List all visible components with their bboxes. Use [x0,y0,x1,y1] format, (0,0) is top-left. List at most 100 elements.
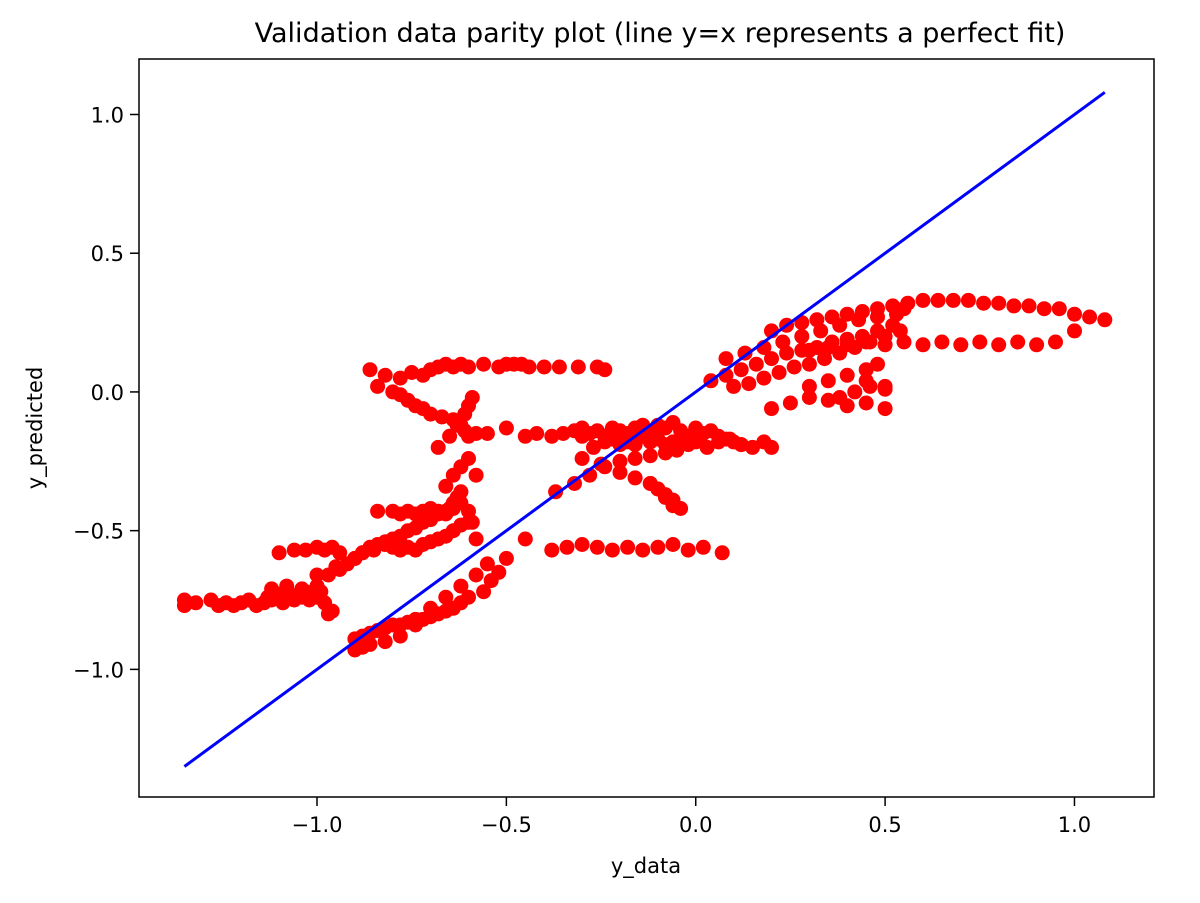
data-point [1082,309,1098,325]
data-point [877,328,893,344]
data-point [544,542,560,558]
data-point [498,420,514,436]
data-point [464,390,480,405]
x-tick-label: −1.0 [292,813,343,837]
y-axis-label: y_predicted [23,367,48,490]
data-point [468,426,484,441]
chart-title: Validation data parity plot (line y=x re… [255,18,1066,49]
data-point [741,376,757,392]
data-point [635,542,651,558]
data-point [309,578,325,594]
data-point [483,573,499,589]
data-point [476,584,492,600]
data-point [627,470,643,486]
data-point [688,434,704,450]
data-point [604,542,620,558]
data-point [976,295,992,311]
data-point [733,437,749,453]
data-point [328,559,344,575]
x-axis-ticks: −1.0 −0.5 0.0 0.5 1.0 [292,797,1091,837]
data-point [824,334,840,350]
data-point [764,401,779,417]
data-point [627,451,643,466]
data-point [650,539,666,555]
data-point [294,581,310,597]
data-point [862,334,878,350]
data-point [423,600,439,616]
data-point [862,378,878,394]
data-point [377,634,393,650]
data-point [370,503,386,519]
data-point [1021,298,1037,314]
data-point [521,359,537,375]
data-point [574,451,590,466]
data-point [695,539,711,555]
data-point [612,453,628,469]
data-point [453,484,469,500]
data-point [362,362,378,378]
data-point [347,642,363,658]
data-point [847,340,863,355]
data-point [392,628,408,644]
x-axis-label: y_data [611,854,681,879]
data-point [839,367,855,383]
data-point [851,312,867,328]
data-point [953,337,969,353]
data-point [847,384,863,400]
data-point [764,439,779,455]
data-point [786,359,802,375]
data-point [597,362,613,378]
data-point [817,351,832,367]
data-point [574,537,590,552]
data-point [722,431,738,447]
data-point [801,390,817,405]
data-point [657,445,673,461]
data-point [461,451,476,466]
data-point [423,406,439,422]
data-point [794,342,810,358]
data-point [366,542,382,558]
fit-line-layer [183,91,1106,768]
data-point [915,292,931,308]
data-point [430,439,446,455]
data-point [324,603,340,619]
y-tick-label: 0.5 [91,242,124,266]
data-point [1067,306,1082,322]
data-point [544,428,560,444]
data-point [438,478,454,494]
data-point [699,439,715,455]
data-point [559,539,575,555]
data-point [813,323,829,339]
data-point [355,545,370,561]
data-point [464,514,480,530]
data-point [1006,298,1022,314]
data-point [286,542,302,558]
data-point [309,567,325,583]
data-point [877,401,893,417]
x-tick-label: 0.0 [679,813,712,837]
data-point [589,539,605,555]
data-point [498,550,514,566]
data-point [665,537,681,552]
data-point [680,542,696,558]
data-point [775,334,791,350]
data-point [461,359,476,375]
data-point [517,428,533,444]
data-point [832,390,848,405]
data-point [870,309,885,325]
data-point [1010,334,1026,350]
data-point [1051,301,1067,317]
data-point [915,337,931,353]
data-point [820,373,836,389]
data-point [960,292,976,308]
data-point [972,334,988,350]
y-tick-label: −0.5 [73,520,124,544]
y-tick-label: 0.0 [91,381,124,405]
data-point [551,359,567,375]
data-point [264,581,280,597]
data-point [476,356,492,372]
data-point [718,351,734,367]
data-point [1097,312,1113,328]
